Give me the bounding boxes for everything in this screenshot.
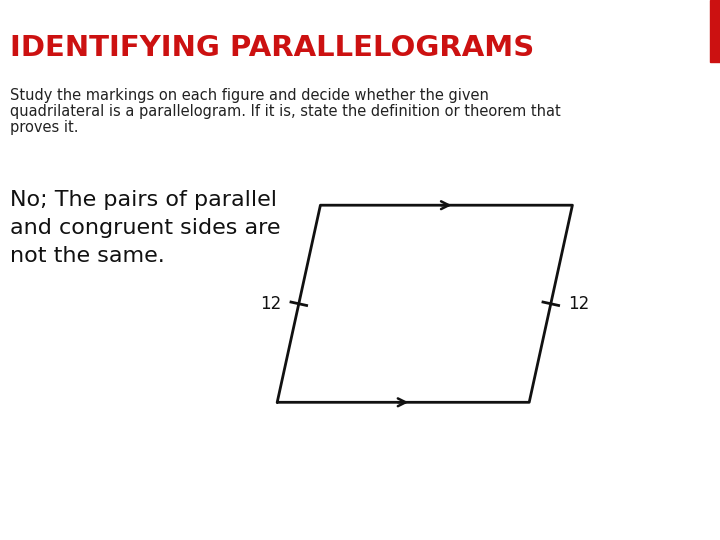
Text: proves it.: proves it. xyxy=(10,120,78,135)
Text: IDENTIFYING PARALLELOGRAMS: IDENTIFYING PARALLELOGRAMS xyxy=(10,34,534,62)
Bar xyxy=(710,0,720,62)
Text: and congruent sides are: and congruent sides are xyxy=(10,218,281,238)
Text: not the same.: not the same. xyxy=(10,246,165,266)
Text: Study the markings on each figure and decide whether the given: Study the markings on each figure and de… xyxy=(10,88,489,103)
Text: 12: 12 xyxy=(260,295,282,313)
Text: No; The pairs of parallel: No; The pairs of parallel xyxy=(10,190,277,210)
Text: quadrilateral is a parallelogram. If it is, state the definition or theorem that: quadrilateral is a parallelogram. If it … xyxy=(10,104,561,119)
Text: 12: 12 xyxy=(568,295,590,313)
